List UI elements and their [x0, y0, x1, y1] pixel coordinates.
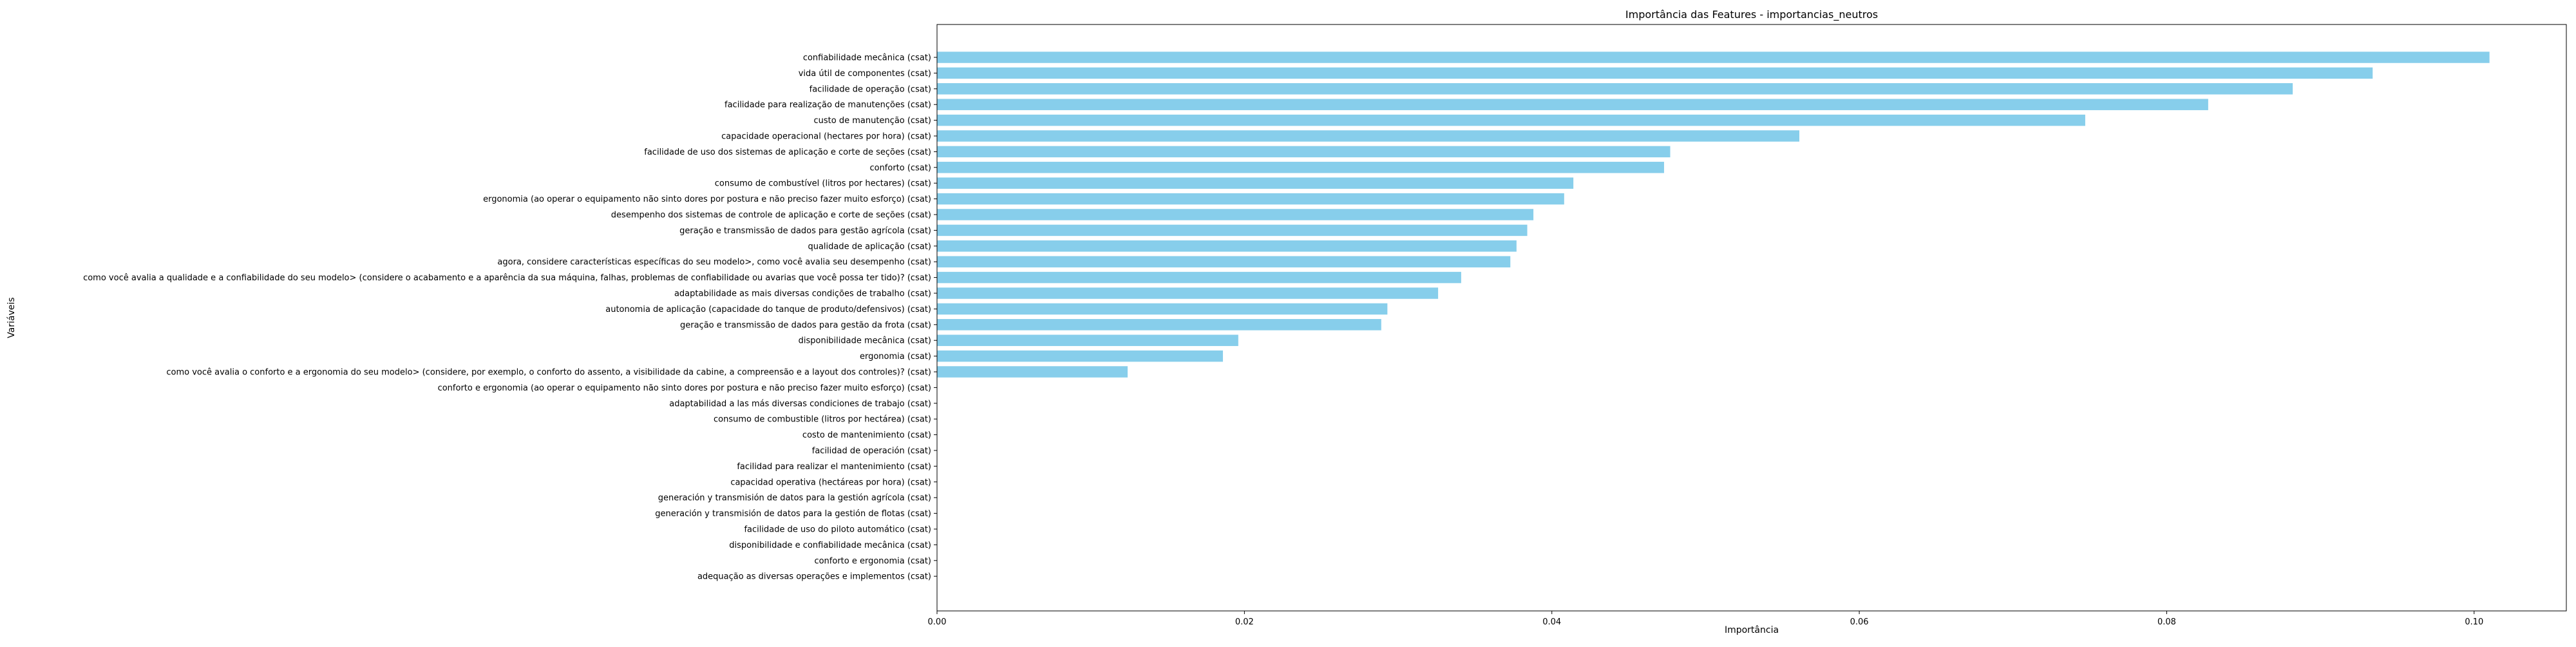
- bar: [937, 114, 2085, 126]
- y-tick-label: generación y transmisión de datos para l…: [655, 509, 931, 519]
- y-tick-label: facilidade de operação (csat): [810, 84, 931, 94]
- x-tick-label: 0.04: [1542, 617, 1561, 627]
- y-tick-label: como você avalia a qualidade e a confiab…: [83, 273, 931, 283]
- x-tick-label: 0.10: [2465, 617, 2483, 627]
- bar: [937, 350, 1223, 362]
- bar: [937, 162, 1664, 173]
- y-tick-label: costo de mantenimiento (csat): [802, 430, 931, 440]
- y-tick-label: autonomia de aplicação (capacidade do ta…: [605, 305, 931, 314]
- x-axis-label: Importância: [1725, 625, 1779, 635]
- y-tick-label: facilidade de uso dos sistemas de aplica…: [644, 148, 931, 157]
- bar: [937, 224, 1528, 237]
- y-tick-label: conforto (csat): [869, 163, 931, 173]
- y-tick-label: agora, considere características específ…: [497, 258, 931, 267]
- y-tick-label: disponibilidade mecânica (csat): [799, 336, 931, 346]
- y-tick-label: ergonomia (csat): [860, 352, 931, 362]
- bar: [937, 240, 1517, 252]
- y-tick-label: como você avalia o conforto e a ergonomi…: [166, 368, 931, 378]
- bar: [937, 99, 2208, 110]
- bar: [937, 256, 1511, 267]
- bar: [937, 287, 1439, 299]
- x-tick-label: 0.06: [1850, 617, 1869, 627]
- bar: [937, 177, 1574, 189]
- bar: [937, 146, 1671, 158]
- y-tick-label: desempenho dos sistemas de controle de a…: [611, 211, 931, 220]
- y-tick-label: generación y transmisión de datos para l…: [658, 494, 931, 503]
- y-tick-label: geração e transmissão de dados para gest…: [680, 320, 931, 330]
- y-tick-label: facilidad de operación (csat): [812, 447, 931, 456]
- bar: [937, 130, 1799, 142]
- y-tick-label: consumo de combustível (litros por hecta…: [715, 179, 931, 189]
- y-tick-label: custo de manutenção (csat): [814, 116, 932, 126]
- x-tick-label: 0.02: [1235, 617, 1254, 627]
- y-tick-label: facilidad para realizar el mantenimiento…: [737, 462, 931, 472]
- y-tick-label: qualidade de aplicação (csat): [808, 242, 931, 251]
- x-tick-label: 0.00: [928, 617, 947, 627]
- y-tick-label: capacidad operativa (hectáreas por hora)…: [730, 478, 931, 487]
- bar: [937, 52, 2490, 63]
- y-tick-label: adaptabilidade as mais diversas condiçõe…: [674, 289, 931, 299]
- bar: [937, 209, 1534, 220]
- bar: [937, 193, 1564, 205]
- y-tick-label: conforto e ergonomia (ao operar o equipa…: [438, 383, 931, 393]
- bar: [937, 83, 2293, 95]
- y-tick-label: disponibilidade e confiabilidade mecânic…: [729, 541, 931, 550]
- y-tick-label: confiabilidade mecânica (csat): [803, 53, 931, 63]
- y-tick-label: facilidade de uso do piloto automático (…: [744, 525, 931, 535]
- bar: [937, 67, 2373, 79]
- bar: [937, 366, 1128, 378]
- y-tick-label: vida útil de componentes (csat): [799, 69, 931, 79]
- bar: [937, 271, 1461, 284]
- plot-frame: [936, 24, 2567, 612]
- bar: [937, 319, 1381, 331]
- y-tick-label: capacidade operacional (hectares por hor…: [721, 132, 931, 142]
- y-tick-label: facilidade para realização de manutençõe…: [724, 101, 931, 110]
- chart-title: Importância das Features - importancias_…: [1625, 8, 1878, 21]
- y-tick-label: geração e transmissão de dados para gest…: [679, 226, 931, 236]
- bar: [937, 303, 1388, 315]
- y-tick-label: consumo de combustible (litros por hectá…: [714, 415, 931, 425]
- x-tick-label: 0.08: [2157, 617, 2176, 627]
- y-axis-label: Variáveis: [6, 297, 17, 338]
- bar: [937, 334, 1238, 346]
- y-tick-label: adequação as diversas operações e implem…: [697, 572, 931, 582]
- y-tick-label: adaptabilidad a las más diversas condici…: [669, 399, 931, 409]
- y-tick-label: conforto e ergonomia (csat): [814, 556, 931, 566]
- y-tick-label: ergonomia (ao operar o equipamento não s…: [483, 195, 931, 204]
